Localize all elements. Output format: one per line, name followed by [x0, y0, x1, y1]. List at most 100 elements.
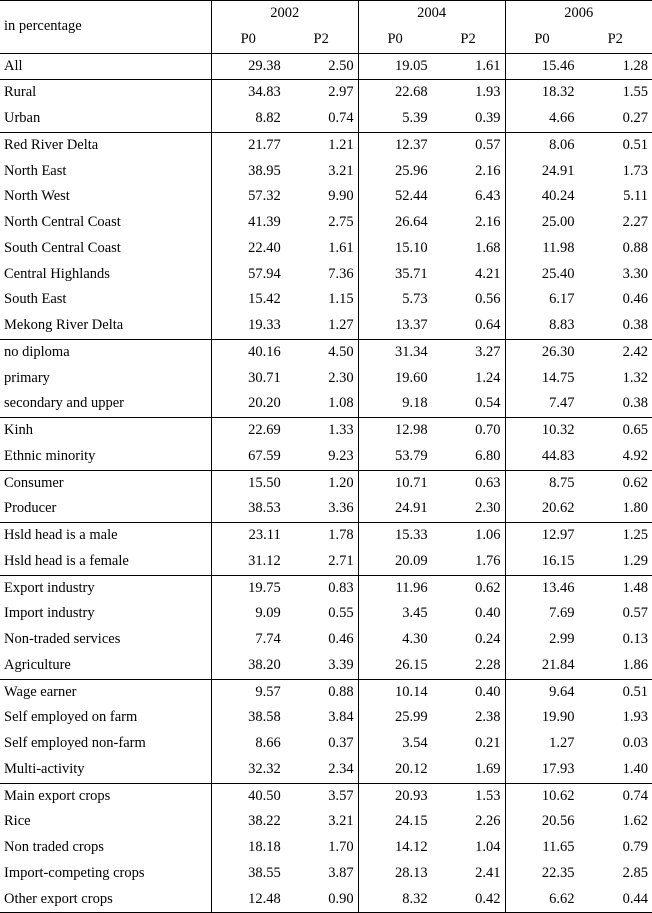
cell-value: 2.99	[505, 627, 578, 653]
cell-value: 0.55	[285, 601, 358, 627]
cell-value: 6.43	[432, 184, 505, 210]
cell-value: 1.08	[285, 391, 358, 417]
cell-value: 52.44	[358, 184, 431, 210]
table-row: Import-competing crops38.553.8728.132.41…	[0, 861, 652, 887]
sub-header-p2-1: P2	[432, 27, 505, 53]
cell-value: 32.32	[211, 757, 284, 783]
cell-value: 1.69	[432, 757, 505, 783]
cell-value: 53.79	[358, 444, 431, 470]
cell-value: 0.40	[432, 601, 505, 627]
cell-value: 10.14	[358, 679, 431, 705]
cell-value: 38.20	[211, 653, 284, 679]
cell-value: 14.12	[358, 835, 431, 861]
cell-value: 0.62	[578, 470, 652, 496]
cell-value: 25.00	[505, 210, 578, 236]
cell-value: 0.63	[432, 470, 505, 496]
cell-value: 20.93	[358, 783, 431, 809]
cell-value: 1.61	[285, 236, 358, 262]
table-row: primary30.712.3019.601.2414.751.32	[0, 366, 652, 392]
cell-value: 0.27	[578, 106, 652, 132]
year-header-2: 2006	[505, 1, 652, 27]
table-row: All29.382.5019.051.6115.461.28	[0, 53, 652, 80]
row-label: Ethnic minority	[0, 444, 211, 470]
cell-value: 1.48	[578, 575, 652, 601]
cell-value: 1.15	[285, 287, 358, 313]
cell-value: 38.22	[211, 809, 284, 835]
cell-value: 44.83	[505, 444, 578, 470]
cell-value: 0.56	[432, 287, 505, 313]
row-label: All	[0, 53, 211, 80]
table-header: in percentage 2002 2004 2006 P0 P2 P0 P2…	[0, 1, 652, 54]
row-label: Kinh	[0, 418, 211, 444]
cell-value: 0.03	[578, 731, 652, 757]
cell-value: 38.95	[211, 159, 284, 185]
cell-value: 0.39	[432, 106, 505, 132]
cell-value: 2.42	[578, 339, 652, 365]
cell-value: 38.55	[211, 861, 284, 887]
cell-value: 3.30	[578, 262, 652, 288]
cell-value: 1.21	[285, 132, 358, 158]
cell-value: 1.55	[578, 80, 652, 106]
cell-value: 2.26	[432, 809, 505, 835]
cell-value: 19.90	[505, 705, 578, 731]
cell-value: 8.82	[211, 106, 284, 132]
row-label: South East	[0, 287, 211, 313]
cell-value: 25.40	[505, 262, 578, 288]
cell-value: 8.75	[505, 470, 578, 496]
cell-value: 13.37	[358, 313, 431, 339]
cell-value: 0.46	[285, 627, 358, 653]
cell-value: 0.57	[578, 601, 652, 627]
cell-value: 1.53	[432, 783, 505, 809]
cell-value: 41.39	[211, 210, 284, 236]
cell-value: 3.57	[285, 783, 358, 809]
cell-value: 1.40	[578, 757, 652, 783]
row-label: South Central Coast	[0, 236, 211, 262]
cell-value: 9.09	[211, 601, 284, 627]
cell-value: 0.38	[578, 391, 652, 417]
cell-value: 1.76	[432, 549, 505, 575]
cell-value: 1.70	[285, 835, 358, 861]
row-label: Wage earner	[0, 679, 211, 705]
table-row: Consumer15.501.2010.710.638.750.62	[0, 470, 652, 496]
table-row: Urban8.820.745.390.394.660.27	[0, 106, 652, 132]
cell-value: 18.18	[211, 835, 284, 861]
cell-value: 2.85	[578, 861, 652, 887]
table-row: Import industry9.090.553.450.407.690.57	[0, 601, 652, 627]
cell-value: 8.66	[211, 731, 284, 757]
cell-value: 38.58	[211, 705, 284, 731]
cell-value: 4.92	[578, 444, 652, 470]
table-row: Multi-activity32.322.3420.121.6917.931.4…	[0, 757, 652, 783]
cell-value: 2.30	[432, 496, 505, 522]
cell-value: 0.37	[285, 731, 358, 757]
cell-value: 5.73	[358, 287, 431, 313]
cell-value: 21.84	[505, 653, 578, 679]
cell-value: 1.93	[432, 80, 505, 106]
cell-value: 0.65	[578, 418, 652, 444]
cell-value: 2.16	[432, 210, 505, 236]
cell-value: 10.62	[505, 783, 578, 809]
cell-value: 19.33	[211, 313, 284, 339]
cell-value: 26.15	[358, 653, 431, 679]
cell-value: 4.66	[505, 106, 578, 132]
row-label: Agriculture	[0, 653, 211, 679]
cell-value: 17.93	[505, 757, 578, 783]
cell-value: 21.77	[211, 132, 284, 158]
cell-value: 0.83	[285, 575, 358, 601]
cell-value: 2.75	[285, 210, 358, 236]
row-label: Non-traded services	[0, 627, 211, 653]
cell-value: 57.32	[211, 184, 284, 210]
poverty-table: in percentage 2002 2004 2006 P0 P2 P0 P2…	[0, 0, 652, 913]
cell-value: 11.65	[505, 835, 578, 861]
cell-value: 15.33	[358, 523, 431, 549]
cell-value: 4.21	[432, 262, 505, 288]
cell-value: 1.24	[432, 366, 505, 392]
cell-value: 3.27	[432, 339, 505, 365]
cell-value: 22.40	[211, 236, 284, 262]
cell-value: 40.50	[211, 783, 284, 809]
row-label: Urban	[0, 106, 211, 132]
cell-value: 15.46	[505, 53, 578, 80]
cell-value: 0.42	[432, 887, 505, 913]
cell-value: 0.74	[578, 783, 652, 809]
cell-value: 10.32	[505, 418, 578, 444]
cell-value: 0.13	[578, 627, 652, 653]
